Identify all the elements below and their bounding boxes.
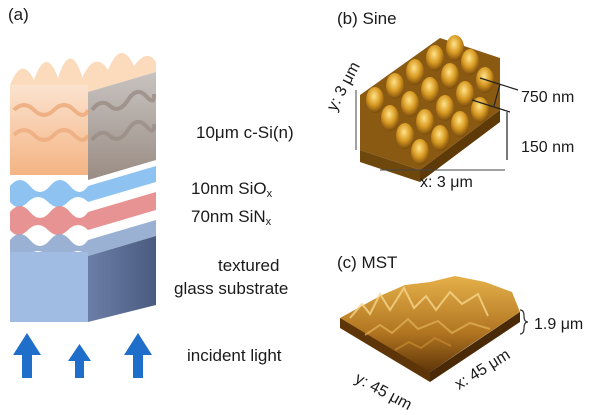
sin-layer	[10, 192, 156, 235]
mst-height-label: 1.9 μm	[534, 316, 584, 333]
panel-c-label: (c) MST	[337, 253, 398, 272]
panel-a-label: (a)	[8, 5, 29, 24]
panel-b-label: (b) Sine	[337, 9, 397, 28]
mst-height-bracket	[519, 309, 529, 335]
sio-layer-label: 10nm SiOx	[191, 179, 273, 200]
arrow-up-icon	[13, 333, 41, 378]
glass-front-face	[10, 252, 88, 322]
arrow-up-icon	[124, 333, 152, 378]
sio-layer	[10, 166, 156, 207]
arrow-up-icon	[68, 344, 91, 378]
incident-light-arrows	[13, 333, 152, 378]
glass-texture	[10, 220, 156, 261]
glass-layer-label-line1: textured	[218, 256, 280, 275]
incident-light-label: incident light	[187, 346, 282, 365]
sin-layer-label: 70nm SiNx	[191, 207, 272, 228]
sine-surface-plot	[355, 35, 519, 182]
glass-layer-label-line2: glass substrate	[174, 279, 289, 298]
mst-surface-plot	[340, 276, 529, 382]
silicon-top-surface	[10, 52, 156, 92]
layer-stack-diagram	[10, 52, 157, 378]
figure-canvas	[10, 35, 529, 382]
period-marker	[479, 77, 519, 91]
sine-height-label: 150 nm	[521, 139, 575, 156]
sine-x-label: x: 3 μm	[420, 174, 473, 191]
silicon-layer-label: 10μm c-Si(n)	[196, 123, 294, 142]
glass-side-face	[88, 236, 156, 322]
sine-bumps	[366, 35, 494, 165]
sine-period-label: 750 nm	[521, 89, 575, 106]
silicon-side-face	[88, 72, 156, 180]
